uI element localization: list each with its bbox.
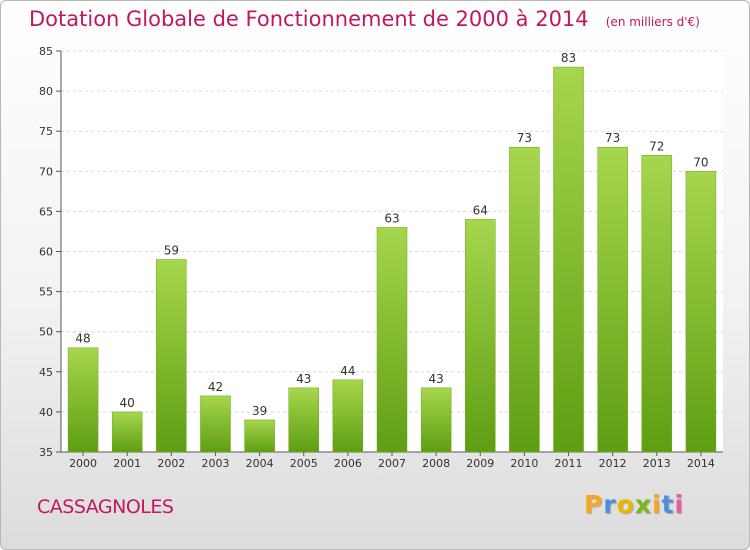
chart-title: Dotation Globale de Fonctionnement de 20…: [29, 7, 700, 31]
logo-letter: t: [661, 490, 675, 519]
y-tick-label: 45: [39, 366, 53, 379]
bar: [67, 347, 99, 453]
x-tick-label: 2012: [599, 457, 627, 470]
x-tick-label: 2009: [466, 457, 494, 470]
y-tick-label: 50: [39, 326, 53, 339]
y-tick-label: 55: [39, 286, 53, 299]
chart-unit-note: (en milliers d'€): [605, 15, 700, 29]
y-tick-label: 85: [39, 45, 53, 58]
bar: [332, 379, 364, 453]
y-tick-label: 60: [39, 246, 53, 259]
proxiti-logo: Proxiti: [584, 490, 684, 519]
location-name: CASSAGNOLES: [37, 496, 174, 518]
bars: [67, 66, 717, 453]
bar-value-label: 40: [120, 396, 135, 410]
bar-value-label: 73: [605, 131, 620, 145]
bar: [244, 419, 275, 453]
x-tick-label: 2011: [555, 457, 583, 470]
x-tick-label: 2001: [113, 457, 141, 470]
bar: [553, 66, 584, 453]
x-tick-label: 2005: [290, 457, 318, 470]
bar: [641, 155, 673, 453]
logo-letter: r: [603, 490, 617, 519]
bar: [597, 146, 628, 453]
x-tick-label: 2003: [201, 457, 229, 470]
bar-value-label: 48: [75, 332, 90, 346]
x-tick-label: 2008: [422, 457, 450, 470]
y-tick-label: 80: [39, 85, 53, 98]
bar: [200, 395, 231, 453]
x-tick-label: 2002: [157, 457, 185, 470]
y-tick-label: 75: [39, 125, 53, 138]
bar-value-label: 73: [517, 131, 532, 145]
bar: [465, 219, 496, 453]
bar-value-label: 63: [384, 211, 399, 225]
bar: [509, 146, 540, 453]
bar: [156, 259, 187, 453]
bar: [376, 227, 408, 453]
bar-value-label: 83: [561, 51, 576, 65]
bar-value-label: 70: [693, 155, 708, 169]
y-tick-label: 40: [39, 406, 53, 419]
labels: 35 40 45 50 55 60 65 70 75 80 85 48 2000 40 2001 59 2002…: [39, 45, 715, 470]
bar: [111, 411, 143, 453]
x-tick-label: 2004: [246, 457, 274, 470]
bar-value-label: 59: [164, 244, 179, 258]
x-tick-label: 2013: [643, 457, 671, 470]
x-tick-label: 2006: [334, 457, 362, 470]
x-tick-label: 2010: [510, 457, 538, 470]
bar-value-label: 72: [649, 139, 664, 153]
bar: [288, 387, 319, 453]
logo-letter: x: [634, 490, 652, 519]
y-tick-label: 70: [39, 165, 53, 178]
bar-value-label: 39: [252, 404, 267, 418]
bar-value-label: 64: [473, 203, 488, 217]
logo-letter: P: [584, 490, 604, 519]
y-tick-label: 65: [39, 205, 53, 218]
logo-letter: i: [652, 490, 662, 519]
bar-value-label: 43: [296, 372, 311, 386]
x-tick-label: 2014: [687, 457, 715, 470]
bar-value-label: 42: [208, 380, 223, 394]
chart-title-text: Dotation Globale de Fonctionnement de 20…: [29, 7, 589, 31]
bar-value-label: 43: [428, 372, 443, 386]
x-tick-label: 2000: [69, 457, 97, 470]
logo-letter: o: [616, 490, 635, 519]
logo-letter: i: [674, 490, 685, 519]
x-tick-label: 2007: [378, 457, 406, 470]
y-tick-label: 35: [39, 446, 53, 459]
bar: [420, 387, 452, 453]
bar-value-label: 44: [340, 364, 355, 378]
bar: [685, 171, 717, 453]
